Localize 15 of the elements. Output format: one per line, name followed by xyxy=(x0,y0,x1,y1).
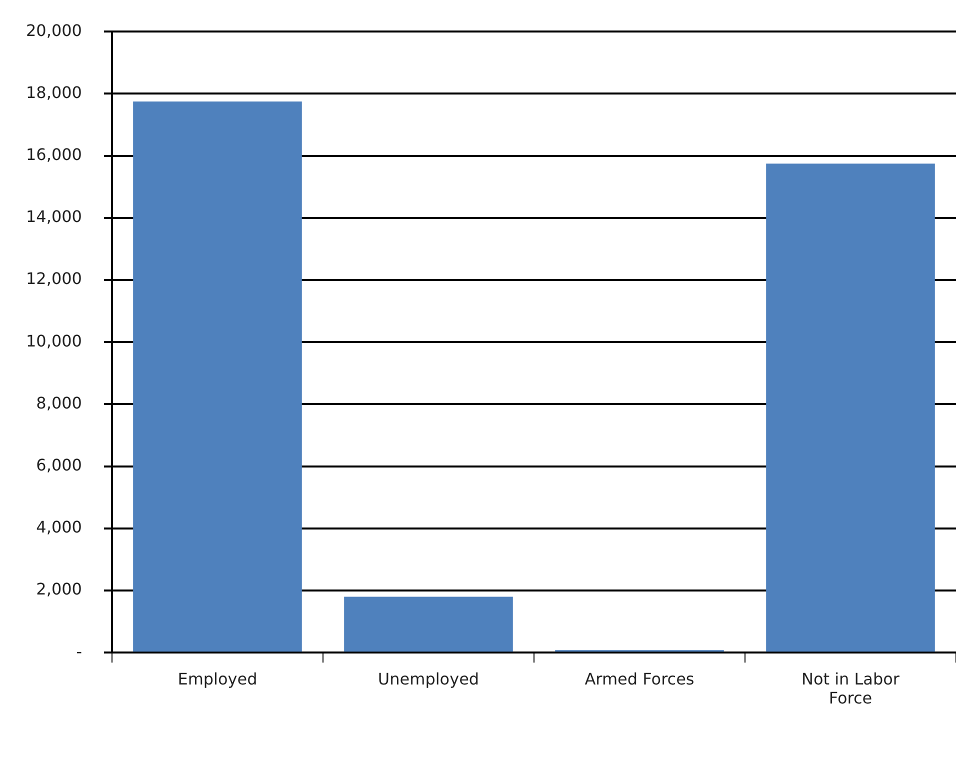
y-tick-label: - xyxy=(76,642,82,661)
y-tick-label: 2,000 xyxy=(36,580,82,599)
y-tick-label: 20,000 xyxy=(26,20,82,40)
y-tick-label: 18,000 xyxy=(26,82,82,102)
x-tick-label: Not in Labor Force xyxy=(801,669,900,708)
y-tick-label: 6,000 xyxy=(36,455,82,474)
x-tick-label: Unemployed xyxy=(378,669,480,688)
y-tick-label: 16,000 xyxy=(26,144,82,164)
y-tick-label: 4,000 xyxy=(36,518,82,537)
x-tick-label: Employed xyxy=(178,669,258,688)
x-tick-label: Armed Forces xyxy=(584,669,694,688)
y-tick-label: 12,000 xyxy=(26,269,82,288)
y-tick-label: 8,000 xyxy=(36,393,82,412)
y-tick-label: 14,000 xyxy=(26,207,82,226)
y-tick-label: 10,000 xyxy=(26,331,82,350)
